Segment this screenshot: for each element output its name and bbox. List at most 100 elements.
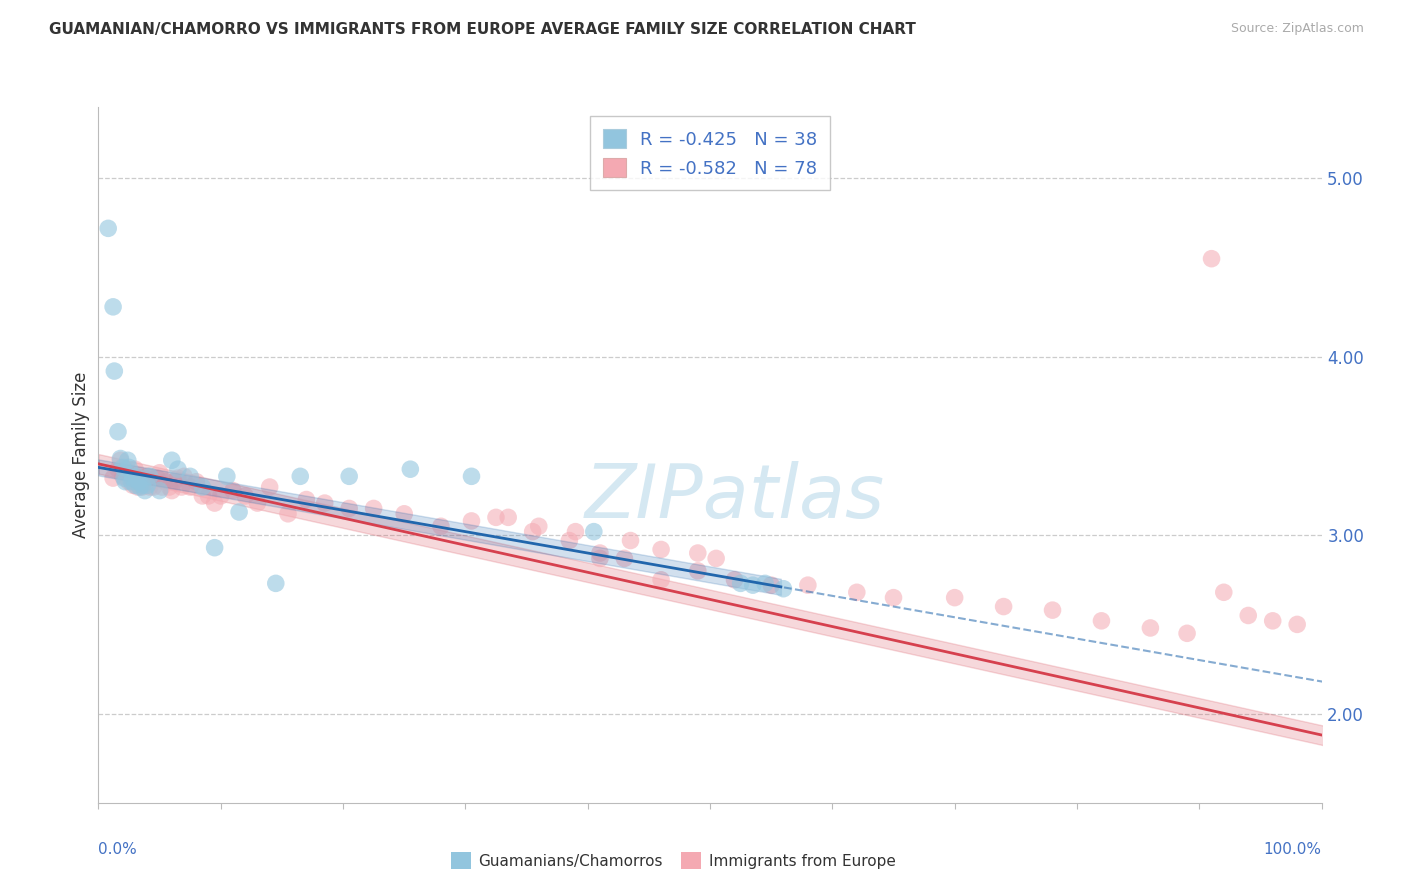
Point (191, 480, 214, 494)
Point (110, 453, 132, 467)
Point (1139, 621, 1161, 635)
Point (1201, 252, 1223, 266)
Point (1286, 617, 1309, 632)
Point (754, 576, 776, 591)
Point (125, 469, 148, 483)
Point (136, 469, 159, 483)
Point (1237, 608, 1260, 623)
Point (111, 460, 134, 475)
Point (686, 564, 709, 578)
Point (149, 466, 172, 480)
Point (101, 300, 124, 314)
Point (150, 480, 173, 494)
Point (111, 469, 134, 483)
Point (139, 475, 162, 489)
Point (277, 507, 299, 521)
Point (107, 425, 129, 439)
Point (259, 480, 281, 494)
Point (118, 475, 141, 489)
Point (943, 591, 966, 605)
Point (163, 475, 186, 489)
Point (589, 551, 612, 566)
Point (173, 469, 195, 483)
Point (613, 551, 636, 566)
Point (160, 483, 183, 498)
Point (186, 475, 208, 489)
Point (686, 546, 709, 560)
Point (132, 475, 155, 489)
Point (209, 489, 232, 503)
Point (155, 475, 177, 489)
Text: 100.0%: 100.0% (1264, 842, 1322, 857)
Point (127, 480, 149, 494)
Point (233, 489, 256, 503)
Point (772, 582, 794, 596)
Point (114, 462, 136, 476)
Point (103, 364, 125, 378)
Y-axis label: Average Family Size: Average Family Size (72, 372, 90, 538)
Point (650, 542, 672, 557)
Point (222, 483, 245, 498)
Point (191, 489, 214, 503)
Point (337, 501, 360, 516)
Point (179, 469, 201, 483)
Point (131, 478, 153, 492)
Point (485, 510, 508, 524)
Point (589, 546, 612, 560)
Point (430, 519, 453, 533)
Point (730, 576, 752, 591)
Point (392, 507, 416, 521)
Text: ZIPatlas: ZIPatlas (585, 460, 884, 533)
Point (167, 471, 190, 485)
Point (129, 471, 152, 485)
Point (179, 480, 201, 494)
Point (264, 576, 287, 591)
Point (170, 480, 193, 494)
Point (142, 480, 165, 494)
Point (399, 462, 422, 476)
Point (883, 591, 905, 605)
Point (146, 471, 169, 485)
Point (460, 469, 482, 483)
Text: GUAMANIAN/CHAMORRO VS IMMIGRANTS FROM EUROPE AVERAGE FAMILY SIZE CORRELATION CHA: GUAMANIAN/CHAMORRO VS IMMIGRANTS FROM EU… (49, 22, 917, 37)
Text: 0.0%: 0.0% (98, 842, 138, 857)
Point (112, 471, 135, 485)
Point (1042, 603, 1064, 617)
Point (139, 480, 162, 494)
Point (228, 505, 250, 519)
Point (101, 471, 124, 485)
Point (761, 578, 783, 592)
Point (558, 533, 581, 548)
Point (114, 475, 136, 489)
Point (845, 585, 868, 599)
Point (160, 453, 183, 467)
Point (128, 471, 150, 485)
Point (650, 573, 672, 587)
Point (120, 471, 142, 485)
Point (496, 510, 519, 524)
Point (129, 480, 152, 494)
Point (527, 519, 550, 533)
Point (1175, 626, 1198, 640)
Point (197, 489, 219, 503)
Point (107, 462, 129, 476)
Point (993, 599, 1015, 614)
Point (97, 221, 120, 235)
Point (797, 578, 820, 592)
Point (110, 451, 132, 466)
Point (215, 469, 238, 483)
Point (134, 471, 156, 485)
Point (363, 501, 385, 516)
Point (290, 469, 312, 483)
Point (136, 478, 159, 492)
Point (1261, 614, 1284, 628)
Point (139, 469, 162, 483)
Point (120, 475, 142, 489)
Point (314, 496, 336, 510)
Point (337, 469, 360, 483)
Point (619, 533, 641, 548)
Legend: Guamanians/Chamorros, Immigrants from Europe: Guamanians/Chamorros, Immigrants from Eu… (444, 847, 901, 875)
Point (117, 453, 139, 467)
Point (204, 541, 226, 555)
Point (121, 478, 143, 492)
